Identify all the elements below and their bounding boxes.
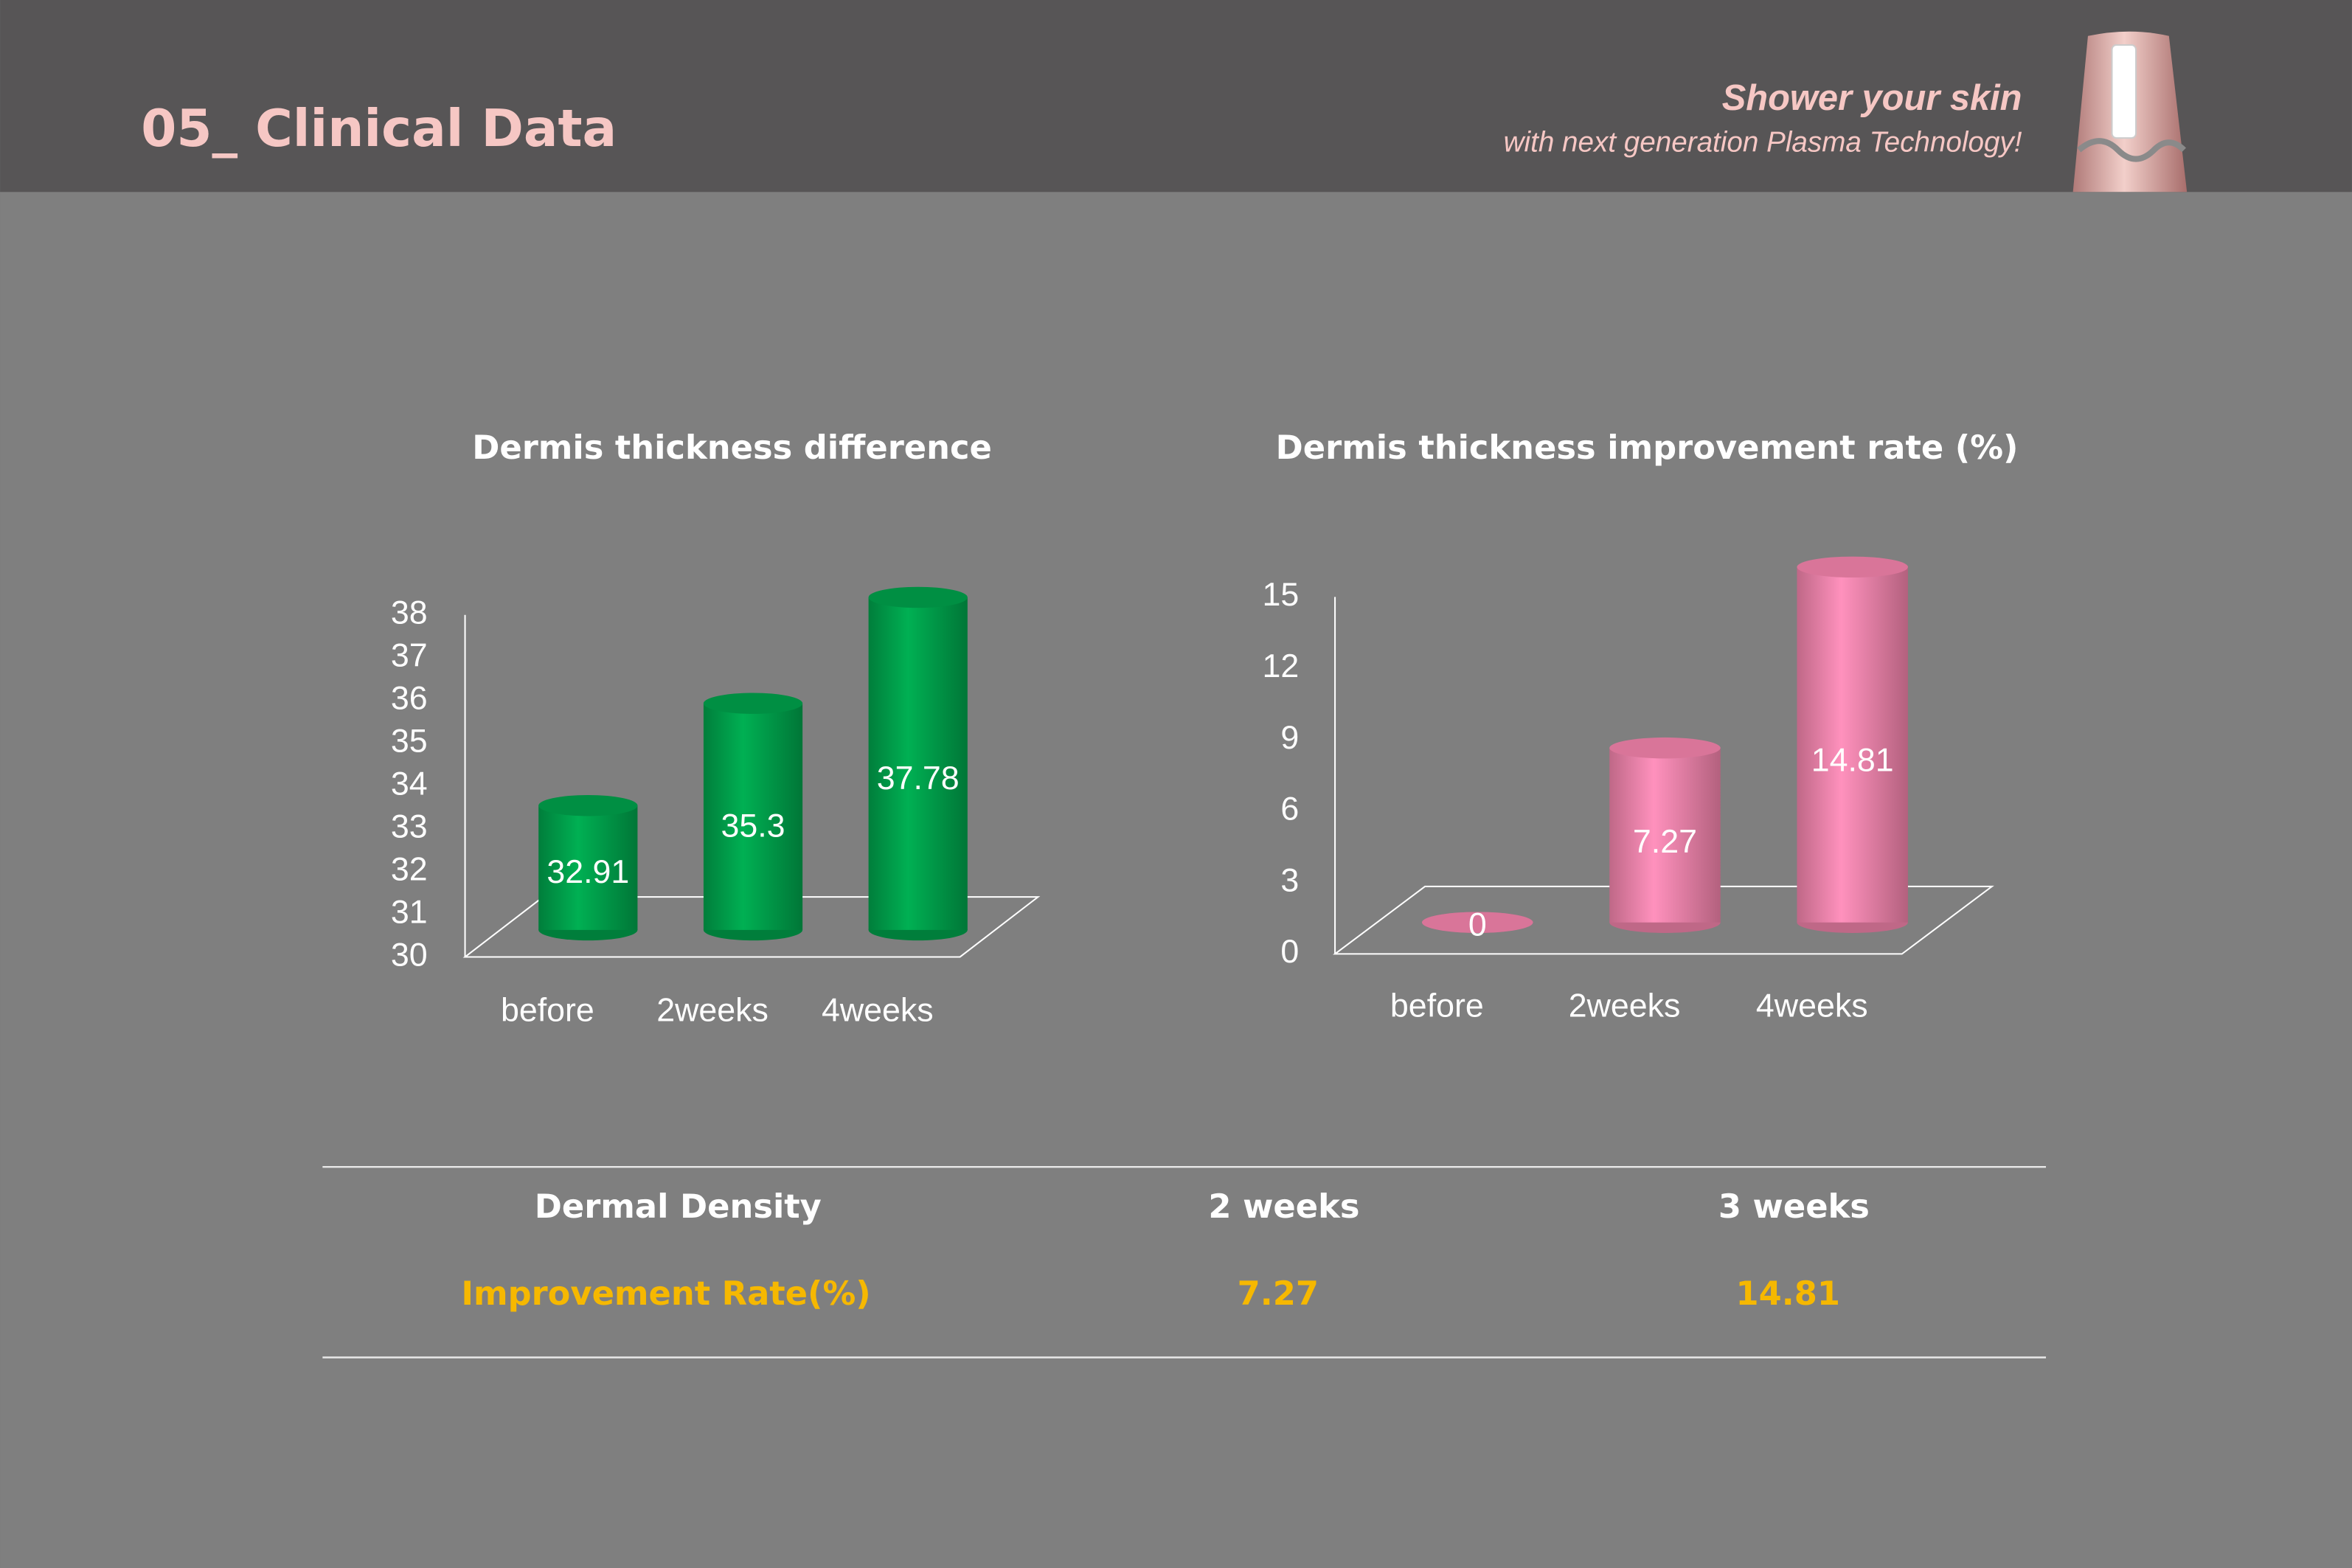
bar-top: [868, 586, 968, 608]
device-image: [2072, 31, 2188, 192]
y-tick-label: 9: [1280, 719, 1299, 756]
x-tick-label: 2weeks: [656, 992, 769, 1029]
x-tick-label: 4weeks: [1756, 987, 1868, 1024]
value-label: 37.78: [877, 760, 960, 797]
y-tick-label: 0: [1280, 933, 1299, 970]
plot-floor: [462, 896, 1041, 958]
bar: [1609, 748, 1721, 923]
chart-title: Dermis thickness improvement rate (%): [1276, 428, 2019, 467]
y-tick-label: 33: [391, 808, 428, 844]
value-label: 32.91: [547, 853, 629, 890]
value-label: 35.3: [721, 807, 785, 844]
table-header-cell: Dermal Density: [535, 1187, 822, 1226]
chart-title: Dermis thickness difference: [472, 428, 992, 467]
table-cell: 7.27: [1238, 1274, 1319, 1313]
table-cell: 14.81: [1735, 1274, 1840, 1313]
tagline: Shower your skin: [1722, 78, 2022, 118]
bar-group: 7.27: [1609, 737, 1721, 933]
header-bar: [0, 0, 2352, 192]
y-tick-label: 37: [391, 637, 428, 674]
bar: [703, 703, 803, 930]
bar: [1797, 566, 1908, 923]
y-tick-label: 35: [391, 722, 428, 759]
x-tick-label: 2weeks: [1569, 987, 1681, 1024]
bar: [538, 805, 638, 930]
subtagline: with next generation Plasma Technology!: [1504, 126, 2022, 158]
bar: [868, 597, 968, 930]
y-tick-label: 34: [391, 765, 428, 802]
y-tick-label: 6: [1280, 791, 1299, 828]
bar-group: 35.3: [703, 693, 803, 941]
page-title: 05_ Clinical Data: [141, 100, 617, 159]
table-header-cell: 2 weeks: [1208, 1187, 1359, 1226]
bar-top: [703, 693, 803, 714]
y-tick-label: 3: [1280, 861, 1299, 898]
bar-group: 0: [1422, 906, 1533, 943]
x-tick-label: before: [1390, 987, 1484, 1024]
bar-top: [1422, 912, 1533, 933]
y-tick-label: 38: [391, 594, 428, 631]
bar-top: [1609, 737, 1721, 759]
y-tick-label: 12: [1262, 648, 1299, 684]
bar-group: 37.78: [868, 586, 968, 941]
value-label: 14.81: [1811, 742, 1894, 779]
bar-group: 14.81: [1797, 556, 1908, 933]
y-tick-label: 15: [1262, 576, 1299, 613]
value-label: 0: [1468, 906, 1487, 943]
y-tick-label: 36: [391, 680, 428, 717]
bar-top: [538, 794, 638, 816]
y-tick-label: 31: [391, 893, 428, 930]
x-tick-label: 4weeks: [822, 992, 934, 1029]
y-tick-label: 30: [391, 936, 428, 973]
table-cell: Improvement Rate(%): [461, 1274, 870, 1313]
plot-floor: [1333, 885, 1994, 955]
value-label: 7.27: [1633, 823, 1697, 860]
y-tick-label: 32: [391, 850, 428, 887]
x-tick-label: before: [501, 992, 594, 1029]
bar-top: [1797, 556, 1908, 578]
bar-group: 32.91: [538, 794, 638, 941]
table-header-cell: 3 weeks: [1718, 1187, 1870, 1226]
